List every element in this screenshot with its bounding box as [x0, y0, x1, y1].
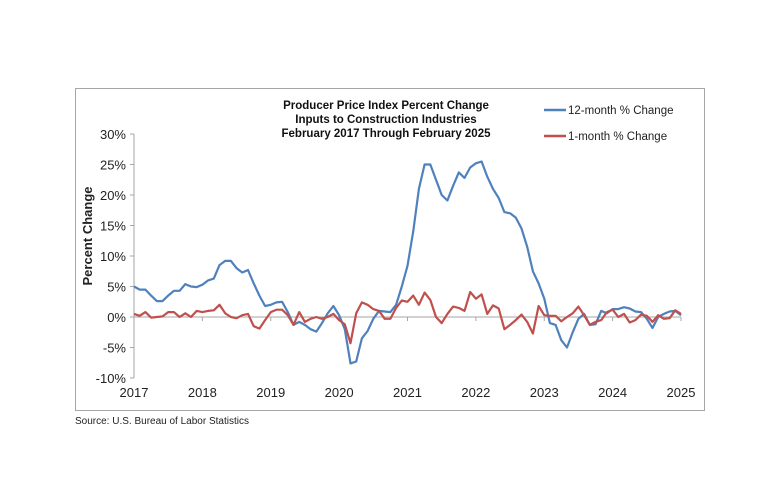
line-chart: 30% 25% 20% 15% 10% 5% 0% -5% -10%2017 2018 2019 20… — [80, 100, 696, 400]
y-tick-label: 10% — [100, 249, 126, 264]
x-tick-label: 2020 — [325, 385, 354, 400]
x-tick-label: 2022 — [461, 385, 490, 400]
chart-title-line: February 2017 Through February 2025 — [282, 128, 492, 140]
y-tick-label: -5% — [103, 341, 127, 356]
x-tick-label: 2021 — [393, 385, 422, 400]
series-line-12-month — [133, 160, 682, 365]
source-note: Source: U.S. Bureau of Labor Statistics — [75, 416, 249, 427]
x-tick-label: 2018 — [188, 385, 217, 400]
legend-label: 1-month % Change — [568, 131, 667, 143]
y-tick-label: 25% — [100, 158, 126, 173]
x-tick-label: 2025 — [667, 385, 696, 400]
y-tick-label: 0% — [107, 310, 126, 325]
series-line-1-month — [133, 290, 682, 345]
y-tick-label: 30% — [100, 127, 126, 142]
x-tick-label: 2017 — [120, 385, 149, 400]
chart-title-line: Inputs to Construction Industries — [295, 114, 476, 126]
chart-frame: 30% 25% 20% 15% 10% 5% 0% -5% -10% 2017 2018 2019 20… — [75, 88, 705, 411]
legend-label: 12-month % Change — [568, 105, 673, 117]
y-tick-label: 15% — [100, 219, 126, 234]
y-tick-label: 20% — [100, 188, 126, 203]
y-tick-label: -10% — [96, 371, 127, 386]
chart-title-line: Producer Price Index Percent Change — [283, 100, 489, 112]
y-axis-label: Percent Change — [80, 187, 95, 286]
x-tick-label: 2023 — [530, 385, 559, 400]
y-tick-label: 5% — [107, 280, 126, 295]
x-tick-label: 2019 — [256, 385, 285, 400]
x-tick-label: 2024 — [598, 385, 627, 400]
